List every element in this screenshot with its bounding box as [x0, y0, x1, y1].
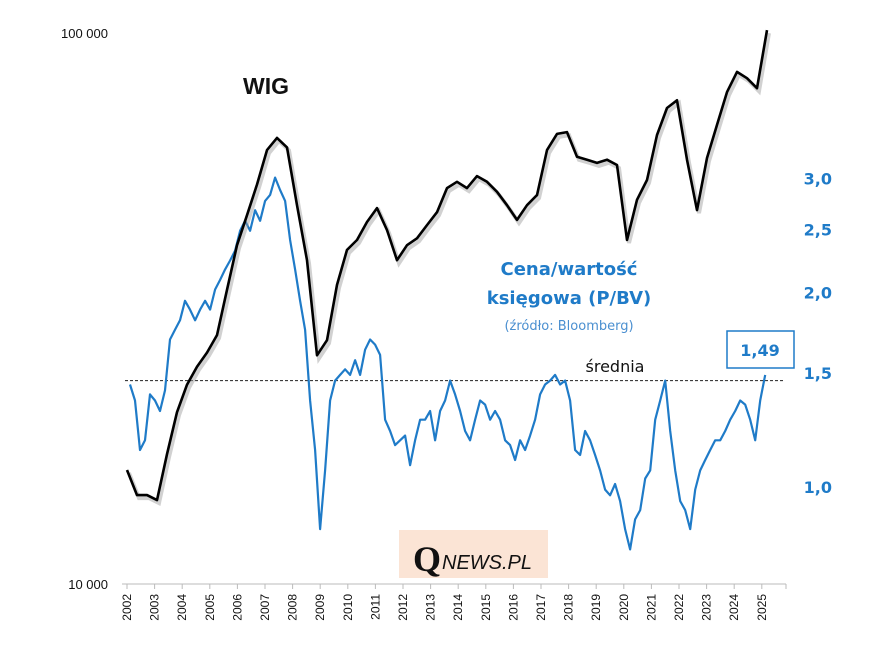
right-tick-label: 2,0	[804, 283, 832, 302]
x-tick-label: 2022	[672, 594, 686, 621]
x-axis: 2002 2003 2004 2005 2006 2007 2008 2009 2010 2011…	[120, 583, 787, 621]
series-wig-line	[125, 29, 769, 502]
left-tick-label: 100 000	[61, 26, 108, 41]
logo-q: Q	[413, 539, 441, 579]
x-tick-label: 2012	[396, 594, 410, 621]
last-value-box	[726, 330, 795, 369]
x-tick-label: 2015	[479, 594, 493, 621]
right-tick-label: 2,5	[804, 221, 832, 240]
x-tick-label: 2019	[589, 594, 603, 621]
right-tick-label: 1,0	[804, 478, 832, 497]
x-tick-label: 2024	[727, 594, 741, 621]
left-tick-label: 10 000	[68, 577, 108, 592]
pbv-title-line2: księgowa (P/BV)	[487, 288, 652, 309]
x-tick-label: 2021	[644, 594, 658, 621]
chart-title: WIG	[243, 73, 289, 99]
x-tick-label: 2017	[534, 594, 548, 621]
x-tick-label: 2014	[451, 594, 465, 621]
x-tick-label: 2025	[755, 594, 769, 621]
x-tick-label: 2002	[120, 594, 134, 621]
x-tick-label: 2013	[424, 594, 438, 621]
right-tick-label: 1,5	[804, 364, 832, 383]
x-tick-label: 2020	[617, 594, 631, 621]
series-pbv-line	[128, 176, 767, 551]
logo-rest: NEWS.PL	[442, 552, 532, 574]
x-tick-label: 2011	[368, 594, 382, 620]
right-tick-label: 3,0	[804, 170, 832, 189]
last-value-label: 1,49	[740, 341, 779, 360]
x-tick-label: 2018	[562, 594, 576, 621]
x-tick-label: 2008	[286, 594, 300, 621]
logo: Q NEWS.PL	[399, 530, 548, 579]
series-wig-shadow	[127, 32, 771, 507]
pbv-title-line1: Cena/wartość	[501, 259, 638, 280]
x-tick-label: 2009	[313, 594, 327, 621]
x-tick-label: 2010	[341, 594, 355, 621]
pbv-source: (źródło: Bloomberg)	[504, 319, 633, 334]
x-tick-label: 2007	[258, 594, 272, 621]
left-axis: 100 000 10 000	[61, 26, 108, 592]
x-tick-label: 2005	[203, 594, 217, 621]
x-tick-label: 2023	[700, 594, 714, 621]
average-label: średnia	[586, 357, 645, 376]
x-tick-label: 2003	[148, 594, 162, 621]
x-tick-label: 2004	[175, 594, 189, 621]
x-tick-label: 2016	[506, 594, 520, 621]
right-axis: 3,0 2,5 2,0 1,5 1,0	[804, 170, 832, 497]
x-tick-label: 2006	[230, 594, 244, 621]
